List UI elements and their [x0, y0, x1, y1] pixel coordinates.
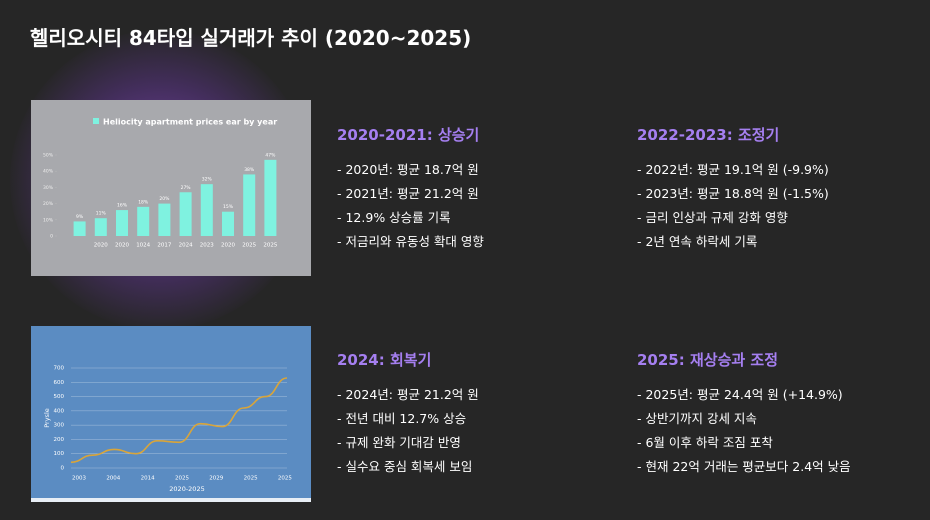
line-chart-image: 0 100 200 300 400 500 600 700 2003 2004 2014 2025 20…	[31, 326, 311, 502]
y-tick-label: 0	[61, 466, 65, 472]
x-tick-label: 2014	[141, 476, 155, 482]
x-tick-label: 2023	[200, 243, 214, 249]
bar	[158, 203, 171, 236]
section: 2025: 재상승과 조정 - 2025년: 평균 24.4억 원 (+14.9%…	[637, 349, 851, 480]
x-tick-label: 2004	[106, 476, 120, 482]
title: 헬리오시티 84타입 실거래가 추이 (2020~2025)	[30, 26, 472, 50]
bullet: - 2023년: 평균 18.8억 원 (-1.5%)	[637, 186, 829, 201]
x-axis-title: 2020-2025	[169, 485, 204, 493]
image-bg	[31, 326, 311, 502]
x-tick-label: 2020	[115, 243, 129, 249]
bar	[243, 174, 256, 236]
section: 2022-2023: 조정기 - 2022년: 평균 19.1억 원 (-9.9%…	[637, 124, 829, 255]
bullet: - 실수요 중심 회복세 보임	[337, 459, 473, 474]
bar	[137, 206, 150, 236]
bullet: - 규제 완화 기대감 반영	[337, 435, 461, 450]
bar	[179, 192, 192, 236]
bullet: - 저금리와 유동성 확대 영향	[337, 234, 484, 249]
value-label: 20%	[159, 196, 170, 202]
section-heading: 2024: 회복기	[337, 351, 432, 369]
line	[70, 377, 288, 464]
y-tick-label: 600	[54, 380, 65, 386]
value-label: 27%	[181, 185, 192, 191]
value-label: 47%	[265, 152, 276, 158]
bullet: - 전년 대비 12.7% 상승	[337, 411, 467, 426]
value-label: 9%	[76, 214, 84, 220]
bullet: - 2024년: 평균 21.2억 원	[337, 387, 479, 402]
x-tick-label: 1024	[136, 243, 150, 249]
x-tick-label: 2003	[72, 476, 86, 482]
bullet: - 2021년: 평균 21.2억 원	[337, 186, 479, 201]
y-tick-label: 100	[54, 451, 65, 457]
section: 2020-2021: 상승기 - 2020년: 평균 18.7억 원 - 2021년…	[337, 124, 484, 255]
x-tick-label: 2025	[244, 476, 258, 482]
bar-chart-image: Heliocity apartment prices ear by year 0 1…	[31, 100, 311, 276]
y-tick-label: 10%	[43, 217, 54, 223]
x-tick-label: 2025	[242, 243, 256, 249]
image-bg	[31, 100, 311, 276]
value-label: 32%	[202, 177, 213, 183]
bar	[73, 221, 86, 236]
section-heading: 2022-2023: 조정기	[637, 126, 780, 144]
x-tick-label: 2020	[221, 243, 235, 249]
x-tick-label: 2020	[94, 243, 108, 249]
value-label: 18%	[138, 199, 149, 205]
y-tick-label: 200	[54, 437, 65, 443]
y-tick-label: 30%	[43, 185, 54, 191]
value-label: 11%	[96, 211, 107, 217]
image-strip	[31, 498, 311, 502]
bar	[222, 211, 234, 236]
bullet: - 12.9% 상승률 기록	[337, 210, 451, 225]
y-tick-label: 300	[54, 423, 65, 429]
bullet: - 2020년: 평균 18.7억 원	[337, 162, 479, 177]
legend-swatch	[93, 118, 99, 124]
y-tick-label: 20%	[43, 201, 54, 207]
x-tick-label: 2025	[263, 243, 277, 249]
x-tick-label: 2024	[179, 243, 193, 249]
bullet: - 현재 22억 거래는 평균보다 2.4억 낮음	[637, 459, 851, 474]
x-tick-label: 2017	[157, 243, 171, 249]
bullet: - 2025년: 평균 24.4억 원 (+14.9%)	[637, 387, 843, 402]
bar	[200, 184, 213, 236]
value-label: 15%	[223, 204, 234, 210]
y-tick-label: 700	[54, 366, 65, 372]
bar	[264, 159, 277, 236]
bullet: - 상반기까지 강세 지속	[637, 411, 757, 426]
section: 2024: 회복기 - 2024년: 평균 21.2억 원 - 전년 대비 12.7…	[337, 349, 479, 480]
y-tick-label: 500	[54, 394, 65, 400]
section-heading: 2025: 재상승과 조정	[637, 351, 778, 369]
bullet: - 2년 연속 하락세 기록	[637, 234, 758, 249]
section-heading: 2020-2021: 상승기	[337, 126, 480, 144]
x-tick-label: 2025	[175, 476, 189, 482]
y-axis-title: Prysle	[43, 408, 51, 428]
y-tick-label: 40%	[43, 169, 54, 175]
chart-title: Heliocity apartment prices ear by year	[103, 118, 277, 127]
bar	[116, 210, 128, 236]
x-tick-label: 2029	[209, 476, 223, 482]
y-tick-label: 50%	[43, 153, 54, 159]
value-label: 16%	[117, 203, 128, 209]
bullet: - 6월 이후 하락 조짐 포착	[637, 435, 773, 450]
value-label: 38%	[244, 167, 255, 173]
y-tick-label: 0	[50, 234, 53, 240]
y-tick-label: 400	[54, 408, 65, 414]
bullet: - 금리 인상과 규제 강화 영향	[637, 210, 788, 225]
bar	[94, 218, 107, 236]
x-tick-label: 2025	[278, 476, 292, 482]
bullet: - 2022년: 평균 19.1억 원 (-9.9%)	[637, 162, 829, 177]
